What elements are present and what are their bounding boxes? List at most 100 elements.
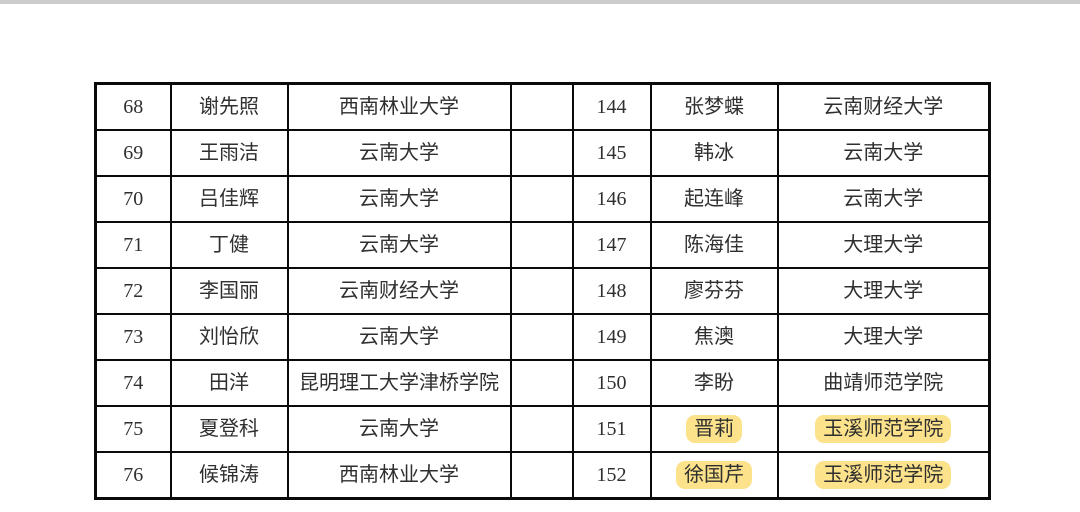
left-student-name: 候锦涛 [199,464,259,486]
table-row: 75 夏登科 云南大学 151 晋莉 玉溪师范学院 [94,405,991,453]
left-school-name: 西南林业大学 [339,464,459,486]
spacer-cell [509,175,574,223]
right-name-cell: 起连峰 [649,175,779,223]
left-name-cell: 吕佳辉 [169,175,289,223]
table-row: 74 田洋 昆明理工大学津桥学院 150 李盼 曲靖师范学院 [94,359,991,407]
right-name-cell: 徐国芹 [649,451,779,500]
left-name-cell: 李国丽 [169,267,289,315]
left-number: 71 [123,234,144,256]
left-name-cell: 田洋 [169,359,289,407]
right-number: 145 [596,142,627,164]
left-student-name: 王雨洁 [199,142,259,164]
right-name-cell: 韩冰 [649,129,779,177]
right-school-name: 云南财经大学 [823,96,944,118]
right-school-cell: 大理大学 [776,267,991,315]
left-school-name: 云南大学 [359,188,439,210]
right-student-name: 焦澳 [694,326,734,348]
left-name-cell: 刘怡欣 [169,313,289,361]
right-school-cell: 云南大学 [776,129,991,177]
right-school-cell: 云南财经大学 [776,82,991,131]
right-school-name: 玉溪师范学院 [815,415,952,443]
left-number-cell: 74 [94,359,172,407]
left-student-name: 田洋 [209,372,249,394]
right-school-name: 大理大学 [843,234,924,256]
right-school-name: 大理大学 [843,326,924,348]
right-number: 152 [596,464,627,486]
left-student-name: 丁健 [209,234,249,256]
right-number: 151 [596,418,627,440]
student-roster-table: 68 谢先照 西南林业大学 144 张梦蝶 云南财经大学 69 王雨洁 云南大学… [94,82,991,500]
right-name-cell: 李盼 [649,359,779,407]
left-name-cell: 丁健 [169,221,289,269]
right-student-name: 起连峰 [684,188,744,210]
window-top-edge [0,0,1080,4]
table-row: 73 刘怡欣 云南大学 149 焦澳 大理大学 [94,313,991,361]
left-number: 70 [123,188,144,210]
left-school-cell: 云南大学 [286,129,512,177]
right-number-cell: 152 [571,451,652,500]
right-name-cell: 张梦蝶 [649,82,779,131]
right-school-cell: 曲靖师范学院 [776,359,991,407]
left-number: 72 [123,280,144,302]
left-name-cell: 王雨洁 [169,129,289,177]
left-name-cell: 谢先照 [169,82,289,131]
left-number: 69 [123,142,144,164]
right-name-cell: 陈海佳 [649,221,779,269]
left-number-cell: 76 [94,451,172,500]
left-number-cell: 68 [94,82,172,131]
right-number: 150 [596,372,627,394]
right-student-name: 陈海佳 [684,234,744,256]
left-number: 68 [123,96,144,118]
right-number: 146 [596,188,627,210]
right-name-cell: 廖芬芬 [649,267,779,315]
left-school-cell: 昆明理工大学津桥学院 [286,359,512,407]
right-student-name: 李盼 [694,372,734,394]
right-number-cell: 144 [571,82,652,131]
right-number: 147 [596,234,627,256]
left-school-cell: 云南大学 [286,405,512,453]
right-school-name: 云南大学 [843,188,924,210]
spacer-cell [509,221,574,269]
left-number: 75 [123,418,144,440]
right-number: 148 [596,280,627,302]
right-number-cell: 146 [571,175,652,223]
right-number-cell: 147 [571,221,652,269]
right-school-cell: 云南大学 [776,175,991,223]
left-number: 76 [123,464,144,486]
left-student-name: 吕佳辉 [199,188,259,210]
right-school-cell: 玉溪师范学院 [776,451,991,500]
right-name-cell: 焦澳 [649,313,779,361]
right-number-cell: 149 [571,313,652,361]
left-school-name: 云南大学 [359,142,439,164]
right-student-name: 晋莉 [686,415,742,443]
left-school-cell: 西南林业大学 [286,82,512,131]
right-number: 144 [596,96,627,118]
left-school-cell: 西南林业大学 [286,451,512,500]
right-student-name: 张梦蝶 [684,96,744,118]
right-number-cell: 145 [571,129,652,177]
right-student-name: 韩冰 [694,142,734,164]
table-row: 70 吕佳辉 云南大学 146 起连峰 云南大学 [94,175,991,223]
left-student-name: 夏登科 [199,418,259,440]
spacer-cell [509,359,574,407]
table-row: 68 谢先照 西南林业大学 144 张梦蝶 云南财经大学 [94,82,991,131]
spacer-cell [509,405,574,453]
spacer-cell [509,267,574,315]
table-row: 72 李国丽 云南财经大学 148 廖芬芬 大理大学 [94,267,991,315]
table-row: 76 候锦涛 西南林业大学 152 徐国芹 玉溪师范学院 [94,451,991,500]
right-school-name: 云南大学 [843,142,924,164]
left-number-cell: 70 [94,175,172,223]
left-number-cell: 69 [94,129,172,177]
left-name-cell: 候锦涛 [169,451,289,500]
right-school-cell: 大理大学 [776,221,991,269]
right-school-name: 曲靖师范学院 [823,372,944,394]
right-name-cell: 晋莉 [649,405,779,453]
left-school-name: 云南大学 [359,418,439,440]
spacer-cell [509,129,574,177]
left-school-cell: 云南大学 [286,313,512,361]
spacer-cell [509,313,574,361]
left-student-name: 刘怡欣 [199,326,259,348]
left-school-cell: 云南大学 [286,175,512,223]
spacer-cell [509,451,574,500]
